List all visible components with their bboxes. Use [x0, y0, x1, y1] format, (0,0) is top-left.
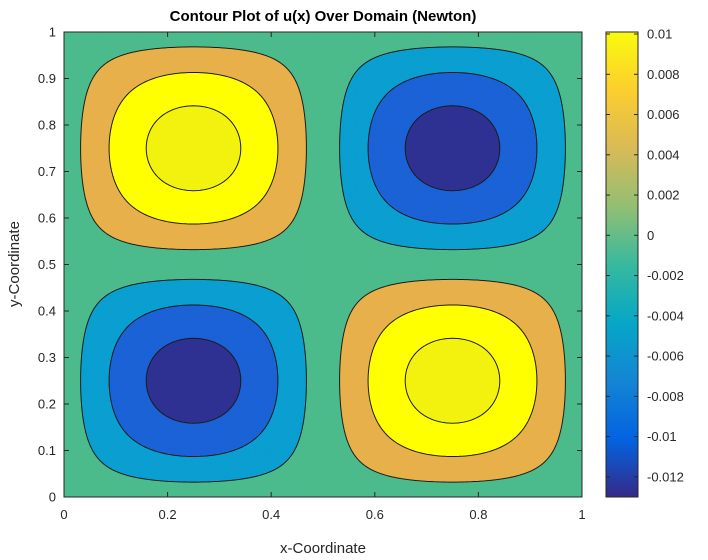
- colorbar-tick-label: -0.006: [647, 349, 684, 364]
- x-tick-label: 0: [60, 507, 67, 522]
- y-tick-label: 0.2: [38, 397, 56, 412]
- y-tick-label: 0.4: [38, 304, 56, 319]
- y-tick-label: 0.5: [38, 257, 56, 272]
- colorbar-tick-label: 0.002: [647, 188, 680, 203]
- colorbar-tick-label: 0.004: [647, 147, 680, 162]
- colorbar-tick-label: -0.01: [647, 429, 677, 444]
- y-tick-label: 1: [49, 25, 56, 40]
- x-tick-label: 1: [578, 507, 585, 522]
- colorbar-tick-label: 0.01: [647, 27, 672, 42]
- y-tick-label: 0.1: [38, 443, 56, 458]
- colorbar-tick-label: 0: [647, 228, 654, 243]
- colorbar-tick-label: 0.008: [647, 67, 680, 82]
- y-tick-label: 0.9: [38, 71, 56, 86]
- colorbar-tick-label: -0.012: [647, 469, 684, 484]
- colorbar-tick-label: -0.002: [647, 268, 684, 283]
- contour-plot-area: [64, 32, 582, 497]
- y-axis-label: y-Coordinate: [6, 221, 23, 307]
- y-tick-label: 0.6: [38, 211, 56, 226]
- colorbar-tick-label: -0.004: [647, 308, 684, 323]
- x-tick-label: 0.4: [262, 507, 280, 522]
- x-tick-label: 0.6: [366, 507, 384, 522]
- y-tick-label: 0.3: [38, 350, 56, 365]
- chart-title: Contour Plot of u(x) Over Domain (Newton…: [170, 8, 477, 25]
- colorbar: [606, 32, 638, 497]
- x-tick-label: 0.2: [159, 507, 177, 522]
- x-tick-label: 0.8: [469, 507, 487, 522]
- y-tick-label: 0: [49, 490, 56, 505]
- y-tick-label: 0.7: [38, 164, 56, 179]
- y-tick-label: 0.8: [38, 118, 56, 133]
- colorbar-tick-label: 0.006: [647, 107, 680, 122]
- x-axis-label: x-Coordinate: [280, 540, 366, 557]
- colorbar-tick-label: -0.008: [647, 389, 684, 404]
